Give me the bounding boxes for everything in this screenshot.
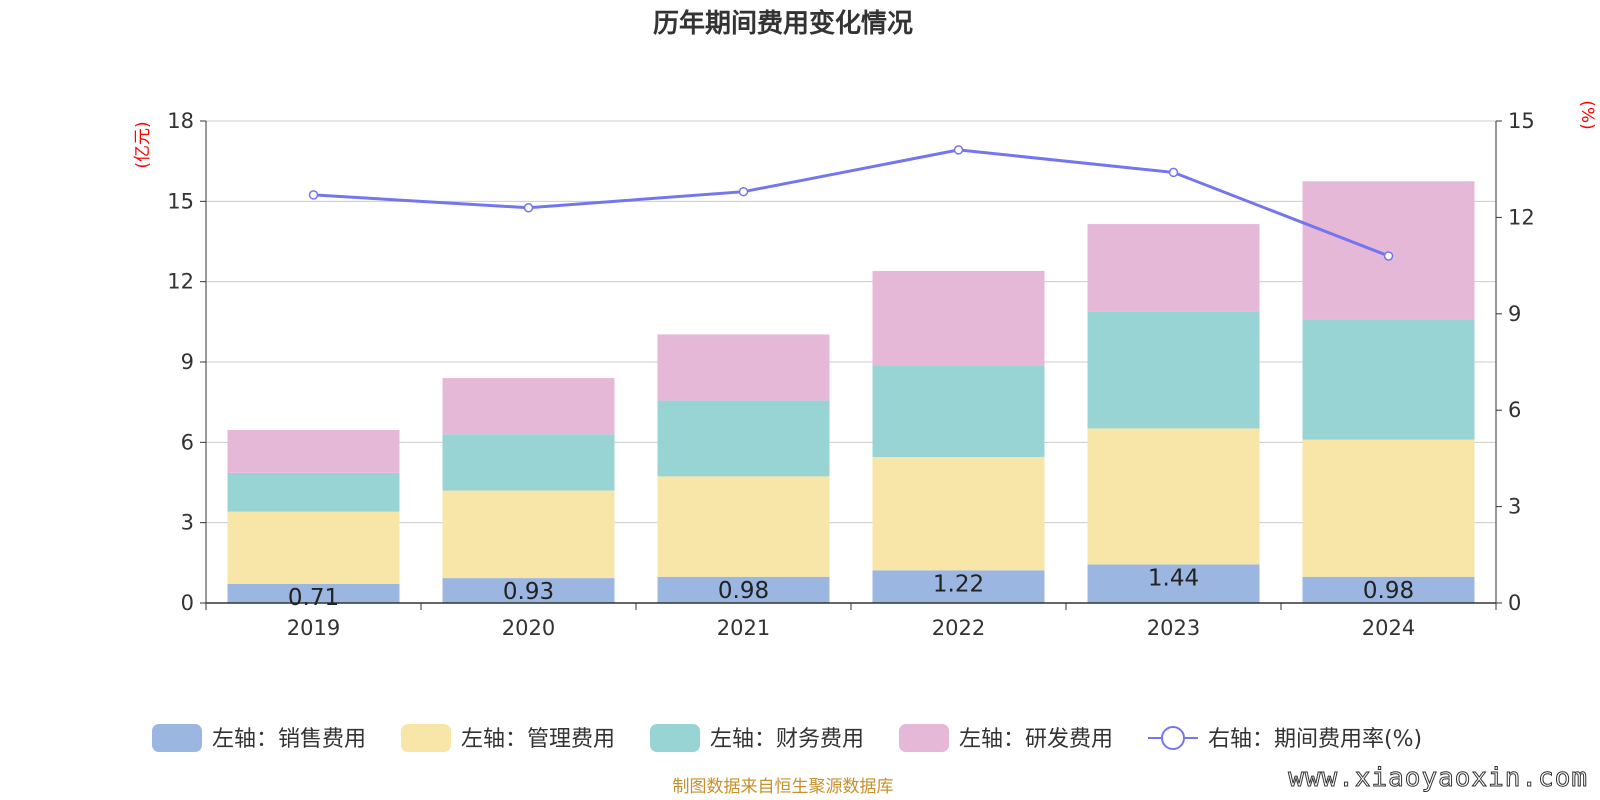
right-axis-tick-label: 0	[1508, 591, 1521, 615]
x-axis-tick-label: 2022	[932, 616, 985, 640]
legend-swatch	[899, 724, 949, 752]
x-axis-tick-label: 2020	[502, 616, 555, 640]
rate-point	[1383, 251, 1394, 261]
right-axis-tick-label: 6	[1508, 398, 1521, 422]
bar-sales	[657, 576, 830, 603]
rate-point	[523, 203, 534, 213]
left-axis-tick-label: 15	[167, 189, 194, 213]
bar-admin	[1087, 428, 1260, 565]
right-axis-unit: (%)	[1577, 100, 1597, 129]
bar-rd	[1087, 224, 1260, 312]
bar-sales	[227, 583, 400, 603]
right-axis-tick-label: 9	[1508, 302, 1521, 326]
data-labels: 0.71 0.93 0.98 1.22 1.44 0.98	[288, 565, 1414, 611]
rate-point	[738, 186, 749, 197]
chart-title: 历年期间费用变化情况	[653, 8, 913, 39]
right-axis-tick-label: 3	[1508, 495, 1521, 519]
bar-sales	[872, 570, 1045, 603]
bar-admin	[227, 511, 400, 584]
axes: 0 3 6 9 12 15 18 0 3 6 9 12 15 2019 2020 2021 2022 2023 20…	[167, 109, 1534, 640]
source-note: 制图数据来自恒生聚源数据库	[673, 777, 894, 797]
left-axis-tick-label: 9	[181, 350, 194, 374]
bar-rd	[657, 334, 830, 401]
bar-finance	[227, 472, 400, 512]
rate-point	[1168, 167, 1179, 178]
x-axis-tick-label: 2023	[1147, 616, 1200, 640]
bar-admin	[872, 457, 1045, 571]
left-axis-tick-label: 0	[181, 591, 194, 615]
x-axis-tick-label: 2021	[717, 616, 770, 640]
bar-rd	[1302, 181, 1475, 320]
legend-label: 左轴：财务费用	[710, 727, 864, 752]
right-axis-tick-label: 15	[1508, 109, 1535, 133]
data-label-sales: 0.98	[1363, 578, 1414, 604]
legend-label: 左轴：销售费用	[212, 727, 366, 752]
left-axis-tick-label: 6	[181, 430, 194, 454]
left-axis-tick-label: 18	[167, 109, 194, 133]
x-axis-tick-label: 2024	[1362, 616, 1415, 640]
bar-series	[227, 181, 1475, 603]
left-axis-tick-label: 12	[167, 270, 194, 294]
bar-admin	[1302, 439, 1475, 577]
legend-swatch	[152, 724, 202, 752]
bar-finance	[872, 366, 1045, 458]
bar-rd	[442, 378, 615, 435]
right-axis-tick-label: 12	[1508, 205, 1535, 229]
rate-line	[313, 148, 1390, 258]
bar-rd	[872, 270, 1045, 367]
bar-rd	[227, 430, 400, 473]
bar-admin	[657, 476, 830, 577]
rate-point	[953, 145, 964, 155]
bar-finance	[657, 400, 830, 477]
left-axis-unit: (亿元)	[133, 121, 153, 168]
legend-label: 左轴：研发费用	[959, 727, 1113, 752]
data-label-sales: 0.98	[718, 578, 769, 604]
legend-label: 右轴：期间费用率(%)	[1208, 727, 1422, 752]
bar-finance	[1302, 319, 1475, 440]
legend-label: 左轴：管理费用	[461, 727, 615, 752]
rate-line-series	[308, 145, 1394, 261]
bar-sales	[1087, 564, 1260, 603]
left-axis-tick-label: 3	[181, 511, 194, 535]
data-label-sales: 1.44	[1148, 565, 1199, 591]
bar-admin	[442, 490, 615, 579]
bar-sales	[1302, 576, 1475, 603]
data-label-sales: 0.93	[503, 579, 554, 605]
legend-swatch	[650, 724, 700, 752]
legend-marker	[1161, 726, 1185, 750]
legend: 左轴：销售费用 左轴：管理费用 左轴：财务费用 左轴：研发费用 右轴：期间费用率(%)	[152, 724, 1422, 752]
data-label-sales: 0.71	[288, 585, 339, 611]
bar-finance	[442, 434, 615, 491]
bar-sales	[442, 578, 615, 603]
watermark: www.xiaoyaoxin.com	[1288, 763, 1588, 793]
legend-swatch	[401, 724, 451, 752]
rate-point	[308, 190, 319, 200]
bar-finance	[1087, 311, 1260, 429]
data-label-sales: 1.22	[933, 571, 984, 597]
x-axis-tick-label: 2019	[287, 616, 340, 640]
